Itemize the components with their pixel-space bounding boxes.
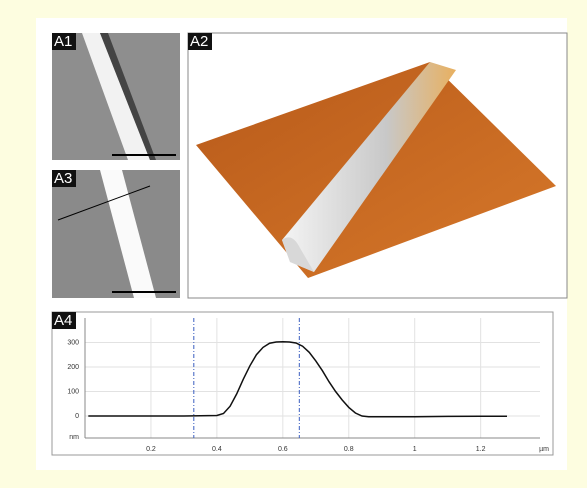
y-tick-label: 100 [67,388,79,395]
chart-frame [52,312,553,455]
panel-label: A3 [54,170,72,187]
x-tick-label: 0.4 [212,446,222,453]
figure: 0 100 200 300 0.2 0.4 0.6 0.8 1 1.2 µm nm A1 A2 A3 A4 [0,0,587,488]
x-tick-label: 0.2 [146,446,156,453]
image-a2 [188,33,567,298]
y-tick-label: 0 [75,413,79,420]
y-unit: nm [69,434,79,441]
panel-label: A2 [190,33,208,50]
panel-label: A4 [54,312,72,329]
image-a3 [52,170,180,298]
x-unit: µm [539,446,549,453]
y-tick-label: 300 [67,339,79,346]
x-tick-label: 0.6 [278,446,288,453]
x-tick-label: 1.2 [476,446,486,453]
image-a1 [52,33,180,160]
x-tick-label: 1 [413,446,417,453]
x-tick-label: 0.8 [344,446,354,453]
panel-label: A1 [54,33,72,50]
y-tick-label: 200 [67,364,79,371]
